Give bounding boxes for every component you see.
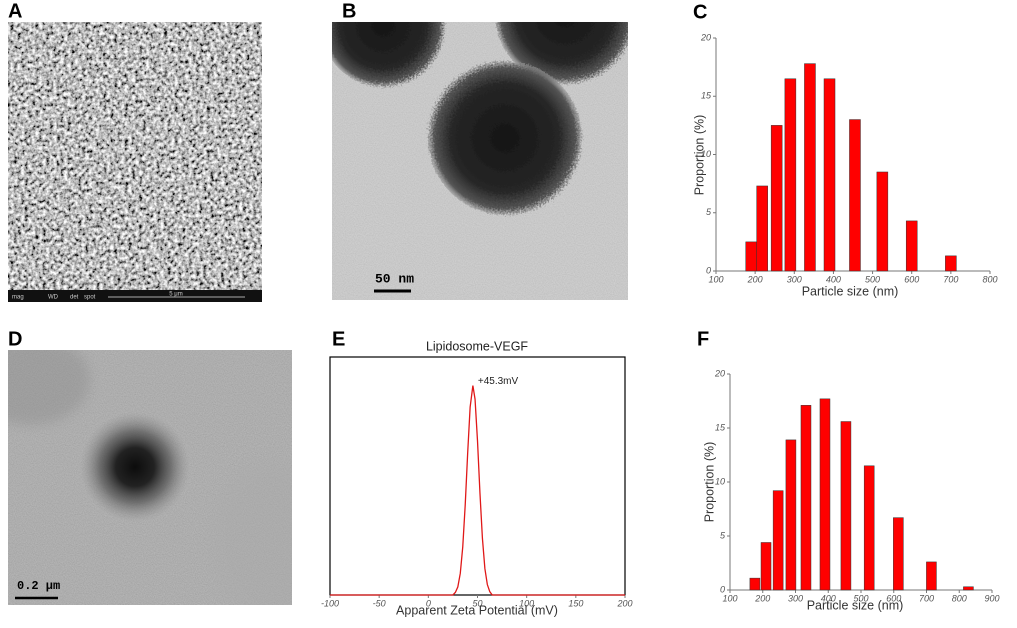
bar xyxy=(905,220,918,272)
bar xyxy=(893,517,904,591)
x-tick-label: 150 xyxy=(568,598,583,608)
sem-image xyxy=(8,22,262,302)
tem-image xyxy=(8,350,292,605)
line xyxy=(330,385,625,596)
x-tick-label: 800 xyxy=(952,593,967,603)
panel-label: D xyxy=(8,328,22,350)
sem-info: det xyxy=(70,295,79,301)
x-tick-label: 300 xyxy=(788,593,803,603)
bar xyxy=(745,241,757,272)
bar xyxy=(819,398,831,591)
x-tick-label: 400 xyxy=(821,593,836,603)
y-tick-label: 5 xyxy=(720,530,726,540)
bar xyxy=(800,405,812,591)
bar xyxy=(772,490,784,591)
x-tick-label: -100 xyxy=(321,598,339,608)
x-tick-label: 300 xyxy=(787,274,802,284)
y-tick-label: 10 xyxy=(701,149,711,159)
bar xyxy=(876,171,889,272)
x-tick-label: 700 xyxy=(919,593,934,603)
x-axis-label: Apparent Zeta Potential (mV) xyxy=(396,603,558,617)
y-axis-label: Proportion (%) xyxy=(692,115,706,196)
x-tick-label: 800 xyxy=(982,274,997,284)
x-tick-label: -50 xyxy=(373,598,386,608)
bar xyxy=(770,125,783,272)
y-tick-label: 0 xyxy=(706,265,711,275)
x-axis-label: Particle size (nm) xyxy=(807,598,904,612)
panel-label: A xyxy=(8,0,22,22)
x-tick-label: 500 xyxy=(865,274,880,284)
panel-label: C xyxy=(693,1,707,23)
x-tick-label: 400 xyxy=(826,274,841,284)
x-tick-label: 50 xyxy=(472,598,482,608)
x-tick-label: 200 xyxy=(754,593,770,603)
bar xyxy=(863,465,875,591)
bar xyxy=(749,577,761,591)
bar xyxy=(849,119,861,272)
sem-info: WD xyxy=(48,295,59,301)
bar xyxy=(785,439,797,591)
y-axis-label: Proportion (%) xyxy=(702,442,716,523)
x-tick-label: 100 xyxy=(722,593,737,603)
x-tick-label: 600 xyxy=(904,274,919,284)
y-tick-label: 5 xyxy=(706,207,712,217)
bar xyxy=(756,185,768,272)
bar xyxy=(804,63,816,272)
panel-label: E xyxy=(332,328,345,350)
x-tick-label: 100 xyxy=(708,274,723,284)
x-tick-label: 200 xyxy=(616,598,632,608)
tem-image xyxy=(332,22,628,300)
x-axis-label: Particle size (nm) xyxy=(802,284,899,298)
annotation: +45.3mV xyxy=(478,376,519,387)
y-tick-label: 20 xyxy=(700,32,711,42)
scale-label: 50 nm xyxy=(375,271,414,286)
panel-label: F xyxy=(697,328,709,350)
x-tick-label: 100 xyxy=(519,598,534,608)
bar xyxy=(945,255,957,272)
scale-label: 0.2 μm xyxy=(17,579,60,593)
y-tick-label: 20 xyxy=(714,368,725,378)
scale-label: 5 μm xyxy=(169,292,182,298)
bar xyxy=(963,586,974,591)
y-tick-label: 15 xyxy=(701,91,712,101)
x-tick-label: 0 xyxy=(426,598,431,608)
x-tick-label: 900 xyxy=(984,593,999,603)
bar xyxy=(840,421,852,591)
y-tick-label: 15 xyxy=(715,422,726,432)
sem-info: spot xyxy=(84,295,96,301)
y-tick-label: 10 xyxy=(715,476,725,486)
bar xyxy=(926,561,937,591)
bar xyxy=(760,542,772,591)
chart-title: Lipidosome-VEGF xyxy=(426,339,528,353)
sem-info: mag xyxy=(12,295,24,301)
x-tick-label: 700 xyxy=(943,274,958,284)
plot-frame xyxy=(329,356,626,596)
bar xyxy=(784,78,797,272)
panel-label: B xyxy=(342,0,356,22)
bar xyxy=(823,78,836,272)
y-tick-label: 0 xyxy=(720,584,725,594)
x-tick-label: 200 xyxy=(747,274,763,284)
x-tick-label: 500 xyxy=(853,593,868,603)
x-tick-label: 600 xyxy=(886,593,901,603)
